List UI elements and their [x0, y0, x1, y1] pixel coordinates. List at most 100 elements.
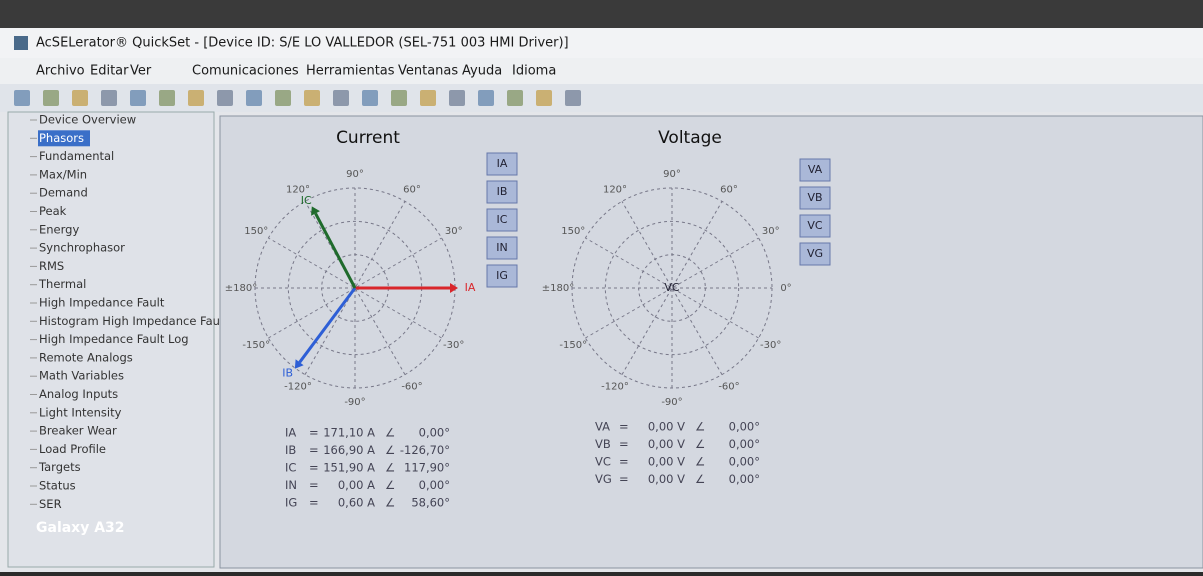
phasor-toggle-label[interactable]: IG — [496, 269, 508, 282]
toolbar-button[interactable] — [130, 90, 146, 106]
phasor-toggle-label[interactable]: VA — [808, 163, 823, 176]
phasor-toggle-label[interactable]: VC — [807, 219, 823, 232]
phasor-label: IA — [465, 281, 476, 294]
toolbar-button[interactable] — [188, 90, 204, 106]
tree-item[interactable]: Fundamental — [39, 149, 114, 163]
polar-label: -150° — [559, 340, 587, 351]
polar-label: 0° — [780, 283, 791, 294]
menu-item[interactable]: Archivo — [36, 64, 85, 79]
tree-item[interactable]: Analog Inputs — [39, 387, 118, 401]
readout-equals: = — [309, 478, 319, 492]
center-label: VC — [664, 281, 680, 294]
menu-item[interactable]: Ayuda — [462, 64, 502, 79]
menu-item[interactable]: Ventanas — [398, 64, 458, 79]
tree-item[interactable]: Phasors — [39, 131, 84, 145]
toolbar-button[interactable] — [333, 90, 349, 106]
toolbar — [0, 84, 1203, 112]
toolbar-button[interactable] — [507, 90, 523, 106]
diagram-title: Voltage — [658, 128, 722, 148]
tree-item[interactable]: Load Profile — [39, 442, 106, 456]
toolbar-button[interactable] — [420, 90, 436, 106]
readout-angle: 58,60° — [411, 496, 450, 510]
tree-item[interactable]: Math Variables — [39, 369, 124, 383]
polar-label: -90° — [344, 397, 365, 408]
tree-item[interactable]: Device Overview — [39, 113, 136, 127]
readout-equals: = — [619, 437, 629, 451]
toolbar-button[interactable] — [536, 90, 552, 106]
menu-item[interactable]: Ver — [130, 64, 152, 79]
app-icon — [14, 36, 28, 50]
readout-angle: 0,00° — [419, 426, 450, 440]
tree-item[interactable]: Synchrophasor — [39, 241, 125, 255]
tree-item[interactable]: Histogram High Impedance Fau — [39, 314, 220, 328]
readout-magnitude: 0,60 A — [338, 496, 375, 510]
readout-name: IC — [285, 461, 296, 475]
readout-angle-symbol: ∠ — [385, 496, 395, 510]
toolbar-button[interactable] — [217, 90, 233, 106]
tree-item[interactable]: High Impedance Fault — [39, 296, 165, 310]
readout-magnitude: 0,00 V — [648, 455, 685, 469]
toolbar-button[interactable] — [159, 90, 175, 106]
tree-item[interactable]: Light Intensity — [39, 405, 122, 419]
readout-name: IG — [285, 496, 297, 510]
toolbar-button[interactable] — [14, 90, 30, 106]
toolbar-button[interactable] — [101, 90, 117, 106]
phasor-toggle-label[interactable]: IC — [497, 213, 508, 226]
phasor-toggle-label[interactable]: IB — [497, 185, 508, 198]
readout-equals: = — [619, 420, 629, 434]
tree-item[interactable]: High Impedance Fault Log — [39, 332, 189, 346]
readout-angle: 0,00° — [729, 455, 760, 469]
readout-name: VB — [595, 437, 611, 451]
menu-item[interactable]: Comunicaciones — [192, 64, 299, 79]
polar-label: -120° — [284, 382, 312, 393]
toolbar-button[interactable] — [391, 90, 407, 106]
readout-angle-symbol: ∠ — [385, 426, 395, 440]
toolbar-button[interactable] — [43, 90, 59, 106]
readout-angle: 117,90° — [404, 461, 450, 475]
readout-angle: 0,00° — [729, 472, 760, 486]
menu-item[interactable]: Editar — [90, 64, 129, 79]
tree-item[interactable]: RMS — [39, 259, 64, 273]
polar-label: 60° — [720, 184, 738, 195]
readout-angle-symbol: ∠ — [695, 455, 705, 469]
readout-angle-symbol: ∠ — [695, 472, 705, 486]
readout-angle-symbol: ∠ — [695, 420, 705, 434]
tree-item[interactable]: Targets — [38, 460, 81, 474]
menu-item[interactable]: Herramientas — [306, 64, 395, 79]
page: AcSELerator® QuickSet - [Device ID: S/E … — [0, 0, 1203, 572]
toolbar-button[interactable] — [275, 90, 291, 106]
tree-item[interactable]: Breaker Wear — [39, 424, 117, 438]
readout-equals: = — [619, 455, 629, 469]
tree-item[interactable]: SER — [39, 497, 62, 511]
phasor-toggle-label[interactable]: IN — [496, 241, 507, 254]
tree-item[interactable]: Thermal — [38, 277, 86, 291]
toolbar-button[interactable] — [246, 90, 262, 106]
polar-label: 30° — [762, 226, 780, 237]
toolbar-button[interactable] — [362, 90, 378, 106]
toolbar-button[interactable] — [304, 90, 320, 106]
polar-label: -90° — [661, 397, 682, 408]
tree-item[interactable]: Peak — [39, 204, 67, 218]
tree-item[interactable]: Max/Min — [39, 167, 87, 181]
readout-name: VG — [595, 472, 612, 486]
phasor-toggle-label[interactable]: IA — [497, 157, 508, 170]
readout-name: IA — [285, 426, 296, 440]
tree-item[interactable]: Status — [39, 479, 76, 493]
phasor-toggle-label[interactable]: VG — [807, 247, 823, 260]
tree-item[interactable]: Remote Analogs — [39, 350, 133, 364]
toolbar-button[interactable] — [565, 90, 581, 106]
bezel — [0, 0, 1203, 28]
toolbar-button[interactable] — [72, 90, 88, 106]
readout-equals: = — [309, 443, 319, 457]
toolbar-button[interactable] — [449, 90, 465, 106]
polar-label: ±180° — [542, 283, 574, 294]
menu-item[interactable]: Idioma — [512, 64, 556, 79]
tree-item[interactable]: Demand — [39, 186, 88, 200]
polar-label: 150° — [244, 226, 268, 237]
phasor-toggle-label[interactable]: VB — [807, 191, 822, 204]
tree-item[interactable]: Energy — [39, 222, 79, 236]
toolbar-button[interactable] — [478, 90, 494, 106]
phasor-label: IC — [301, 194, 312, 207]
readout-name: VC — [595, 455, 611, 469]
readout-magnitude: 151,90 A — [323, 461, 375, 475]
